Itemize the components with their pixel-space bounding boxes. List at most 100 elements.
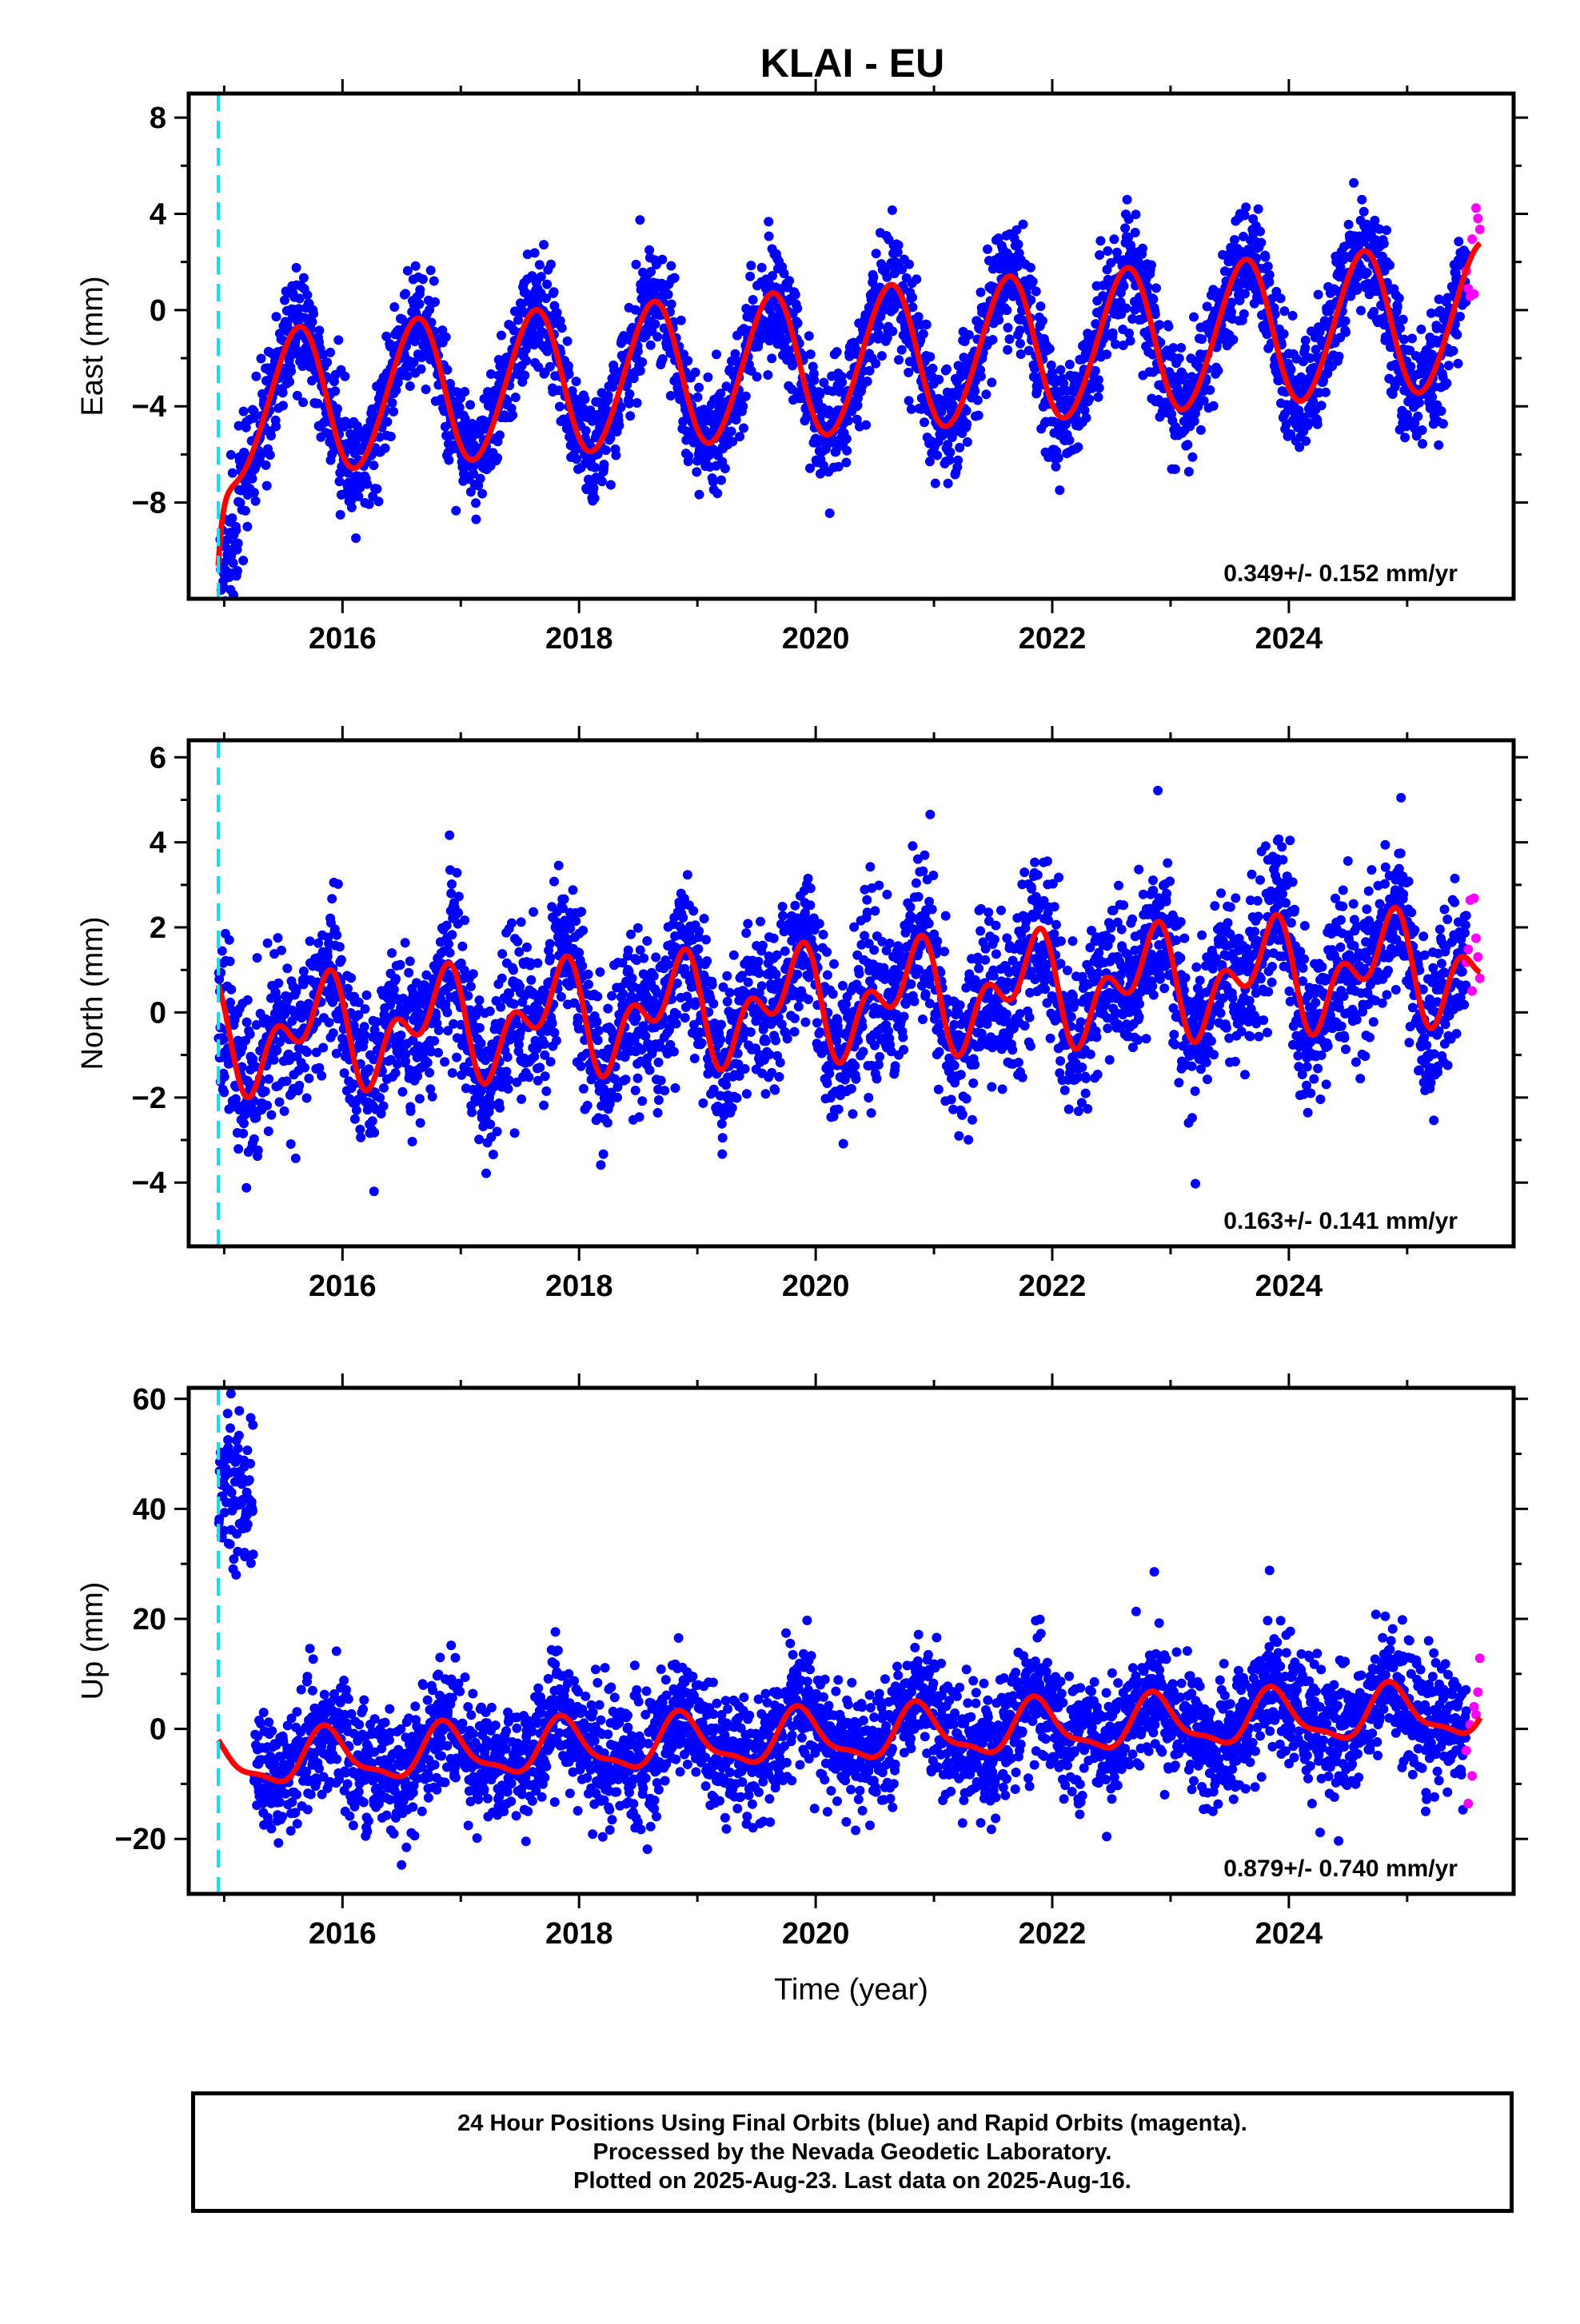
final-orbit-point (337, 955, 346, 965)
final-orbit-point (430, 297, 440, 307)
final-orbit-point (657, 255, 667, 265)
final-orbit-point (592, 992, 602, 1002)
final-orbit-point (1276, 293, 1286, 303)
final-orbit-point (1382, 225, 1391, 235)
final-orbit-point (931, 479, 940, 488)
final-orbit-point (1313, 420, 1323, 429)
final-orbit-point (701, 935, 711, 944)
final-orbit-point (636, 366, 645, 376)
final-orbit-point (1335, 352, 1344, 361)
final-orbit-point (861, 421, 871, 430)
final-orbit-point (214, 612, 224, 621)
final-orbit-point (291, 1154, 301, 1163)
final-orbit-point (633, 1074, 643, 1083)
final-orbit-point (702, 956, 712, 966)
final-orbit-point (242, 522, 252, 532)
final-orbit-point (1119, 281, 1129, 291)
final-orbit-point (241, 506, 250, 516)
final-orbit-point (554, 861, 564, 871)
final-orbit-point (1363, 268, 1372, 277)
final-orbit-point (333, 404, 342, 413)
final-orbit-point (304, 1074, 313, 1083)
final-orbit-point (485, 1119, 495, 1129)
final-orbit-point (495, 1103, 505, 1113)
final-orbit-point (1437, 406, 1446, 416)
final-orbit-point (680, 1013, 690, 1022)
final-orbit-point (340, 372, 349, 381)
final-orbit-point (364, 1064, 373, 1074)
final-orbit-point (593, 1035, 603, 1045)
final-orbit-point (716, 1034, 725, 1044)
final-orbit-point (539, 240, 549, 249)
final-orbit-point (712, 349, 721, 359)
final-orbit-point (672, 1010, 682, 1019)
final-orbit-point (426, 265, 436, 275)
final-orbit-point (549, 1028, 559, 1038)
final-orbit-point (226, 985, 236, 995)
final-orbit-point (497, 331, 506, 341)
final-orbit-point (1121, 304, 1131, 313)
final-orbit-point (809, 376, 819, 385)
final-orbit-point (457, 942, 467, 951)
final-orbit-point (942, 365, 952, 374)
final-orbit-point (632, 1013, 641, 1022)
final-orbit-point (467, 1107, 477, 1117)
final-orbit-point (683, 870, 692, 879)
final-orbit-point (466, 982, 476, 991)
final-orbit-point (745, 272, 755, 281)
final-orbit-point (683, 356, 692, 365)
final-orbit-point (1288, 311, 1298, 321)
final-orbit-point (1163, 322, 1173, 332)
final-orbit-point (286, 1139, 296, 1149)
y-tick-label: −8 (132, 487, 166, 520)
final-orbit-point (607, 991, 616, 1001)
final-orbit-point (481, 1169, 491, 1178)
final-orbit-point (596, 1160, 605, 1170)
final-orbit-point (1147, 261, 1156, 270)
final-orbit-point (955, 443, 964, 452)
final-orbit-point (269, 1055, 279, 1065)
final-orbit-point (694, 927, 704, 936)
final-orbit-point (391, 974, 401, 983)
final-orbit-point (548, 1018, 557, 1028)
final-orbit-point (415, 299, 425, 309)
final-orbit-point (922, 320, 932, 329)
final-orbit-point (421, 385, 431, 394)
final-orbit-point (637, 357, 647, 367)
final-orbit-point (460, 387, 469, 397)
final-orbit-point (253, 1146, 263, 1155)
final-orbit-point (325, 1018, 334, 1027)
final-orbit-point (475, 1023, 485, 1033)
final-orbit-point (953, 456, 963, 465)
final-orbit-point (1095, 250, 1104, 260)
final-orbit-point (1209, 401, 1219, 411)
final-orbit-point (631, 1086, 640, 1095)
final-orbit-point (1151, 283, 1161, 293)
final-orbit-point (764, 232, 774, 241)
final-orbit-point (509, 999, 519, 1009)
rapid-orbit-point (1475, 225, 1485, 234)
final-orbit-point (493, 453, 502, 463)
final-orbit-point (741, 392, 751, 401)
final-orbit-point (280, 1106, 289, 1116)
final-orbit-point (541, 1071, 550, 1081)
final-orbit-point (1357, 195, 1367, 205)
final-orbit-point (1301, 336, 1311, 345)
rapid-orbit-point (1473, 213, 1482, 223)
final-orbit-point (404, 968, 413, 978)
final-orbit-point (651, 952, 660, 962)
final-orbit-point (225, 935, 234, 945)
final-orbit-point (555, 402, 565, 412)
final-orbit-point (249, 488, 259, 497)
final-orbit-point (1444, 361, 1454, 370)
final-orbit-point (241, 1183, 251, 1193)
final-orbit-point (669, 1047, 679, 1057)
final-orbit-point (1427, 393, 1437, 402)
final-orbit-point (233, 1144, 243, 1154)
final-orbit-point (521, 356, 531, 365)
final-orbit-point (660, 1086, 669, 1095)
final-orbit-point (666, 261, 676, 271)
final-orbit-point (405, 381, 415, 391)
